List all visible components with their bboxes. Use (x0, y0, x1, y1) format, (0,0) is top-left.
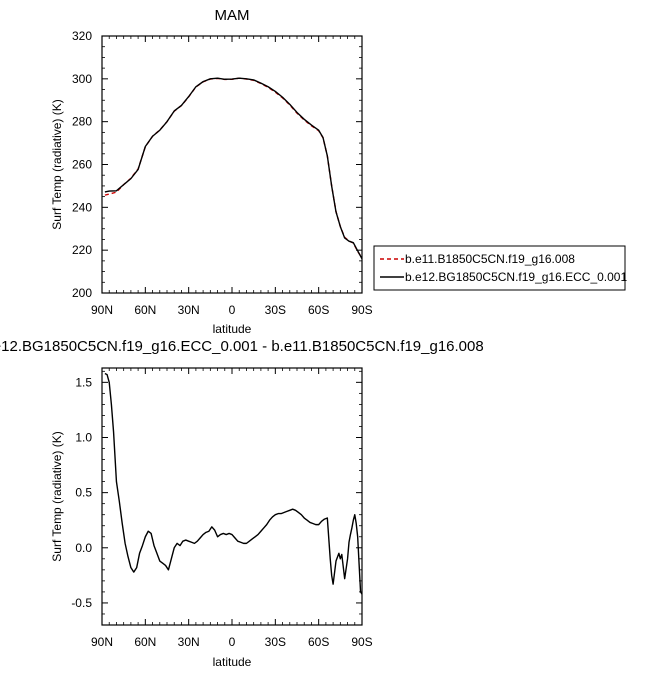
y-tick-label: 0.5 (75, 486, 92, 500)
bottom-plot-lines (104, 372, 363, 595)
bottom-plot: b.e12.BG1850C5CN.f19_g16.ECC_0.001 - b.e… (0, 338, 484, 669)
top-plot-lines (104, 77, 363, 260)
bottom-plot-ylabel: Surf Temp (radiative) (K) (50, 431, 64, 561)
y-tick-label: 260 (72, 158, 92, 172)
x-tick-label: 30S (265, 303, 286, 317)
x-tick-label: 30N (178, 303, 200, 317)
bottom-plot-title: b.e12.BG1850C5CN.f19_g16.ECC_0.001 - b.e… (0, 338, 484, 355)
y-tick-label: 220 (72, 243, 92, 257)
bottom-plot-ticks: 90N 60N 30N 0 30S 60S 90S 1.5 1.0 0.5 0.0 -0.5 (71, 368, 373, 649)
bottom-plot-frame (101, 367, 363, 626)
bottom-plot-xlabel: latitude (213, 655, 252, 669)
y-tick-label: 300 (72, 72, 92, 86)
x-tick-label: 30S (265, 635, 286, 649)
top-plot-ylabel: Surf Temp (radiative) (K) (50, 99, 64, 229)
x-tick-label: 0 (229, 635, 236, 649)
x-tick-label: 30N (178, 635, 200, 649)
legend: b.e11.B1850C5CN.f19_g16.008 b.e12.BG1850… (373, 245, 627, 291)
x-tick-label: 60N (134, 635, 156, 649)
y-tick-label: -0.5 (71, 596, 92, 610)
top-plot-xlabel: latitude (213, 322, 252, 336)
x-tick-label: 60S (308, 303, 329, 317)
x-tick-label: 90N (91, 635, 113, 649)
top-plot-frame (101, 35, 363, 294)
y-tick-label: 1.5 (75, 375, 92, 389)
series-line-0 (104, 77, 363, 259)
y-tick-label: 240 (72, 200, 92, 214)
x-tick-label: 0 (229, 303, 236, 317)
x-tick-label: 90S (351, 635, 372, 649)
y-tick-label: 280 (72, 115, 92, 129)
top-plot-title: MAM (215, 7, 250, 24)
top-plot: MAM 90N 60N 30N 0 30S 60S 90S 200 220 240 260 280 30… (50, 7, 373, 336)
legend-label-control: b.e11.B1850C5CN.f19_g16.008 (405, 252, 575, 266)
x-tick-label: 60S (308, 635, 329, 649)
x-tick-label: 60N (134, 303, 156, 317)
y-tick-label: 200 (72, 286, 92, 300)
x-tick-label: 90S (351, 303, 372, 317)
y-tick-label: 320 (72, 29, 92, 43)
legend-label-experiment: b.e12.BG1850C5CN.f19_g16.ECC_0.001 (405, 270, 627, 284)
y-tick-label: 1.0 (75, 430, 92, 444)
legend-box (373, 245, 626, 291)
x-tick-label: 90N (91, 303, 113, 317)
series-line-1 (104, 77, 363, 260)
series-line-0 (104, 372, 363, 595)
y-tick-label: 0.0 (75, 541, 92, 555)
top-plot-ticks: 90N 60N 30N 0 30S 60S 90S 200 220 240 260 280 300 320 (72, 29, 373, 317)
